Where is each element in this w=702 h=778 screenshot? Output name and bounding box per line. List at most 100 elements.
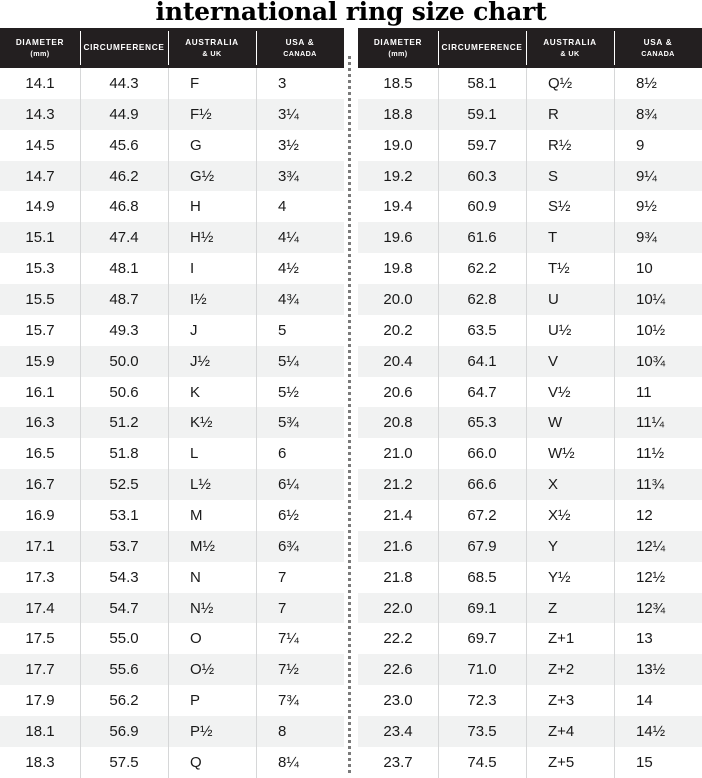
table-row: 14.9 46.8 H 4 <box>0 191 344 223</box>
table-cell-circumference: 66.0 <box>438 438 526 470</box>
table-row: 14.7 46.2 G½ 3¾ <box>0 160 344 192</box>
table-cell-australia-uk: X½ <box>526 500 614 531</box>
table-cell-australia-uk: Y½ <box>526 561 614 593</box>
table-cell-diameter: 15.5 <box>25 290 55 308</box>
table-cell-australia-uk: S <box>526 160 614 192</box>
table-row: 23.7 74.5 Z+5 15 <box>358 746 702 778</box>
table-cell-diameter: 19.4 <box>383 198 413 216</box>
column-header-sublabel: & UK <box>560 49 580 58</box>
table-cell-australia-uk: I <box>168 253 256 284</box>
table-row: 21.6 67.9 Y 12¼ <box>358 530 702 562</box>
table-cell-australia-uk: W <box>526 407 614 439</box>
column-header-diameter: DIAMETER (mm) <box>358 28 438 68</box>
table-row: 15.1 47.4 H½ 4¼ <box>0 222 344 254</box>
table-cell-diameter: 22.6 <box>383 661 413 679</box>
table-cell-usa-canada: 7¼ <box>256 623 344 655</box>
table-row: 19.0 59.7 R½ 9 <box>358 129 702 161</box>
column-header-australia-uk: AUSTRALIA & UK <box>526 28 614 68</box>
table-cell-australia-uk: X <box>526 469 614 500</box>
table-row: 20.4 64.1 V 10¾ <box>358 345 702 377</box>
table-cell-australia-uk: Z+2 <box>526 654 614 686</box>
table-cell-usa-canada: 12 <box>614 500 702 531</box>
table-cell-diameter: 19.6 <box>383 229 413 247</box>
table-cell-circumference: 65.3 <box>438 407 526 439</box>
table-cell-usa-canada: 11¼ <box>614 407 702 439</box>
column-header-sublabel: CANADA <box>283 49 317 58</box>
table-cell-diameter: 15.3 <box>25 260 55 278</box>
table-cell-australia-uk: Z+5 <box>526 746 614 778</box>
table-cell-usa-canada: 7¾ <box>256 685 344 716</box>
table-body-left: 14.1 44.3 F 3 14.3 44.9 F½ 3¼ 14.5 45.6 G 3½ 14.7 46.… <box>0 68 344 778</box>
table-cell-circumference: 69.7 <box>438 623 526 655</box>
table-cell-australia-uk: N <box>168 561 256 593</box>
table-cell-diameter: 14.7 <box>25 167 55 185</box>
table-cell-australia-uk: V <box>526 345 614 377</box>
table-cell-diameter: 17.3 <box>25 568 55 586</box>
table-cell-usa-canada: 3 <box>256 68 344 99</box>
table-cell-usa-canada: 11¾ <box>614 469 702 500</box>
table-cell-diameter: 15.9 <box>25 352 55 370</box>
table-cell-usa-canada: 10½ <box>614 314 702 346</box>
table-cell-circumference: 62.2 <box>438 253 526 284</box>
table-cell-diameter: 14.5 <box>25 136 55 154</box>
table-cell-usa-canada: 9½ <box>614 191 702 223</box>
table-cell-australia-uk: Q <box>168 746 256 778</box>
table-cell-usa-canada: 8¾ <box>614 98 702 130</box>
table-row: 17.5 55.0 O 7¼ <box>0 623 344 655</box>
table-row: 15.7 49.3 J 5 <box>0 314 344 346</box>
table-cell-circumference: 72.3 <box>438 685 526 716</box>
table-cell-australia-uk: T <box>526 222 614 254</box>
table-cell-diameter: 17.1 <box>25 537 55 555</box>
column-header-sublabel: CANADA <box>641 49 675 58</box>
table-cell-usa-canada: 12½ <box>614 561 702 593</box>
column-header-label: USA & <box>285 37 315 47</box>
column-header-sublabel: (mm) <box>388 49 408 58</box>
table-cell-australia-uk: H½ <box>168 222 256 254</box>
table-row: 17.7 55.6 O½ 7½ <box>0 654 344 686</box>
table-cell-australia-uk: F <box>168 68 256 99</box>
table-row: 17.1 53.7 M½ 6¾ <box>0 530 344 562</box>
column-header-label: DIAMETER <box>373 37 423 47</box>
table-cell-circumference: 57.5 <box>80 746 168 778</box>
table-cell-australia-uk: V½ <box>526 376 614 408</box>
table-cell-usa-canada: 13 <box>614 623 702 655</box>
tables-container: DIAMETER (mm) CIRCUMFERENCE AUSTRALIA & … <box>0 28 702 778</box>
table-cell-usa-canada: 10 <box>614 253 702 284</box>
table-cell-australia-uk: F½ <box>168 98 256 130</box>
table-cell-circumference: 44.3 <box>80 68 168 99</box>
vertical-dotted-divider <box>348 56 351 775</box>
table-row: 18.5 58.1 Q½ 8½ <box>358 68 702 99</box>
table-row: 23.4 73.5 Z+4 14½ <box>358 716 702 747</box>
column-header-label: AUSTRALIA <box>185 37 239 47</box>
table-row: 18.8 59.1 R 8¾ <box>358 98 702 130</box>
table-cell-usa-canada: 4¾ <box>256 284 344 315</box>
table-cell-usa-canada: 5½ <box>256 376 344 408</box>
table-cell-circumference: 73.5 <box>438 716 526 747</box>
table-cell-australia-uk: L½ <box>168 469 256 500</box>
table-cell-australia-uk: O <box>168 623 256 655</box>
table-cell-usa-canada: 14 <box>614 685 702 716</box>
table-cell-diameter: 21.8 <box>383 568 413 586</box>
table-cell-australia-uk: H <box>168 191 256 223</box>
table-cell-circumference: 59.7 <box>438 129 526 161</box>
table-cell-circumference: 51.2 <box>80 407 168 439</box>
column-header-circumference: CIRCUMFERENCE <box>80 28 168 68</box>
table-row: 14.1 44.3 F 3 <box>0 68 344 99</box>
table-cell-australia-uk: I½ <box>168 284 256 315</box>
column-header-label: CIRCUMFERENCE <box>441 43 523 53</box>
table-row: 22.6 71.0 Z+2 13½ <box>358 654 702 686</box>
column-header-label: CIRCUMFERENCE <box>83 43 165 53</box>
table-cell-usa-canada: 3¼ <box>256 98 344 130</box>
table-row: 23.0 72.3 Z+3 14 <box>358 685 702 717</box>
table-cell-australia-uk: N½ <box>168 592 256 624</box>
table-cell-diameter: 19.2 <box>383 167 413 185</box>
table-cell-australia-uk: U <box>526 284 614 315</box>
table-cell-circumference: 67.9 <box>438 530 526 562</box>
table-cell-circumference: 67.2 <box>438 500 526 531</box>
table-cell-australia-uk: Z <box>526 592 614 624</box>
table-cell-australia-uk: R½ <box>526 129 614 161</box>
table-cell-usa-canada: 6¼ <box>256 469 344 500</box>
table-cell-australia-uk: R <box>526 98 614 130</box>
table-cell-diameter: 16.5 <box>25 445 55 463</box>
